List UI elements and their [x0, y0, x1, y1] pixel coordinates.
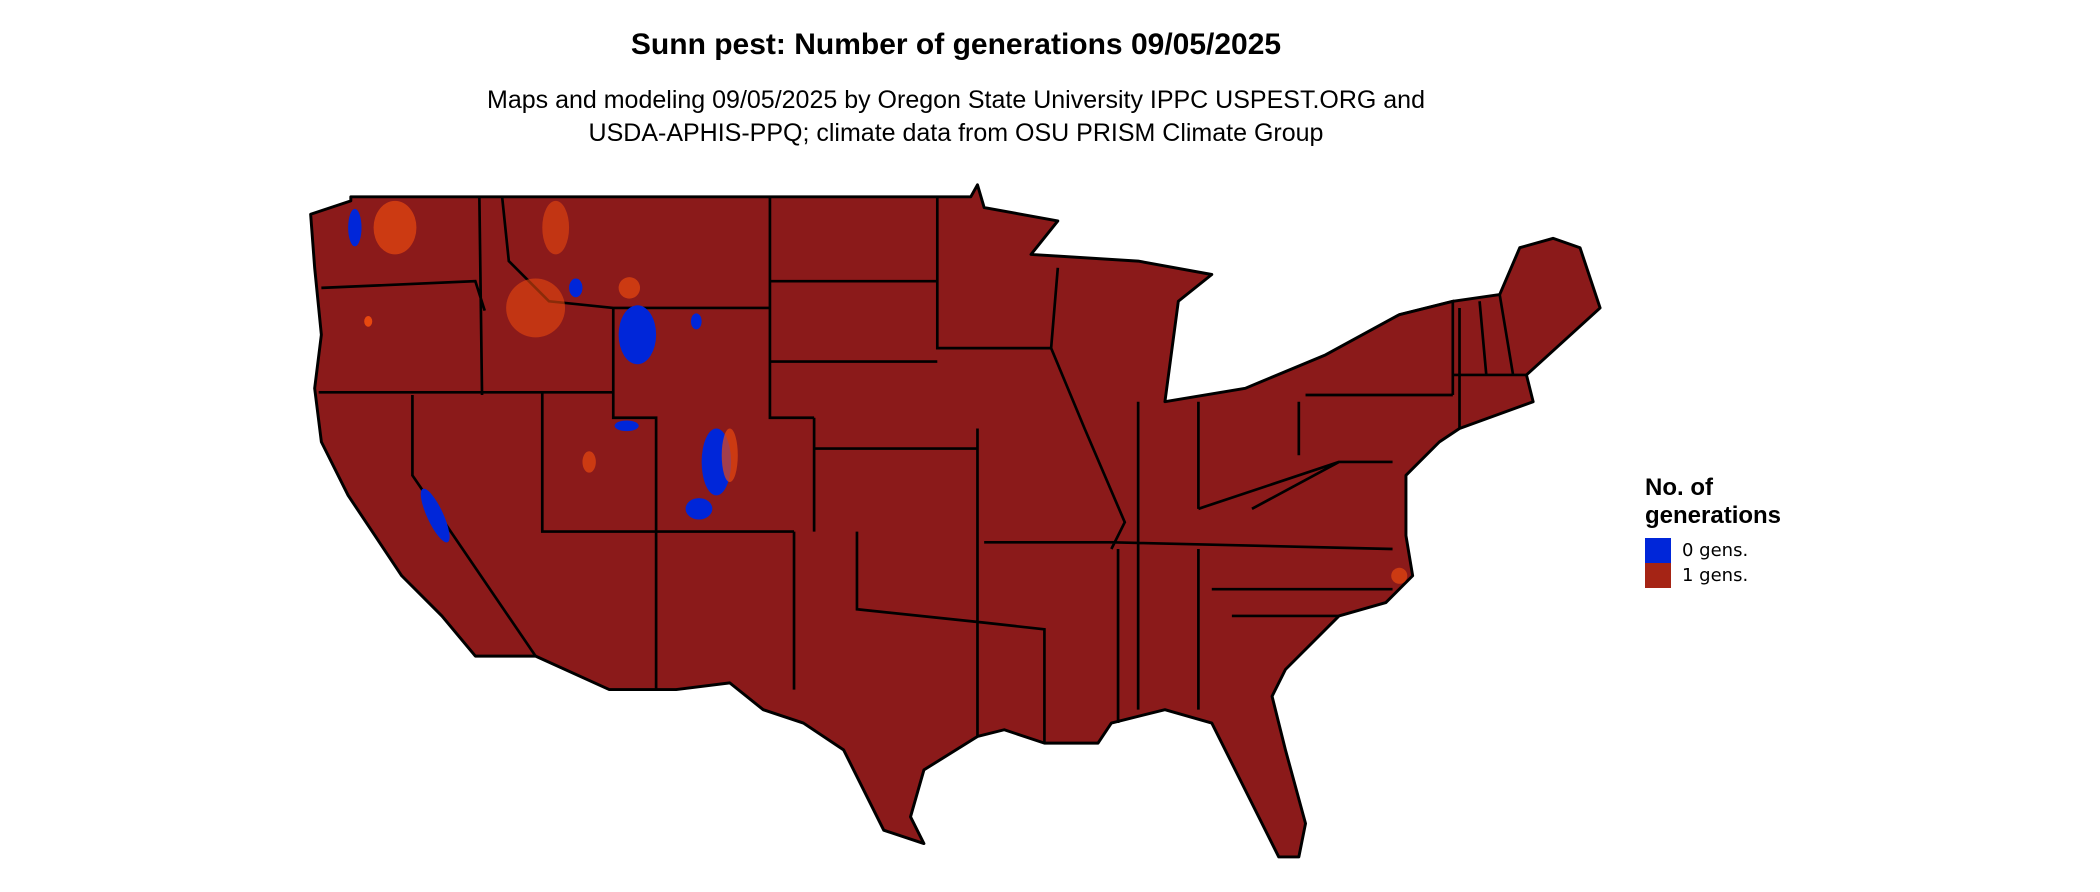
legend-item-0-gens: 0 gens. [1645, 538, 1845, 563]
legend-item-1-gens: 1 gens. [1645, 563, 1845, 588]
legend-swatch-red [1645, 563, 1671, 588]
legend: No. of generations 0 gens. 1 gens. [1645, 474, 1845, 588]
legend-title-line-1: No. of [1645, 474, 1713, 501]
state-borders [318, 196, 1527, 744]
legend-label: 0 gens. [1682, 540, 1749, 561]
legend-title: No. of generations [1645, 474, 1845, 530]
map-subtitle-line-2: USDA-APHIS-PPQ; climate data from OSU PR… [588, 119, 1324, 147]
map-subtitle-line-1: Maps and modeling 09/05/2025 by Oregon S… [487, 86, 1425, 114]
legend-label: 1 gens. [1682, 565, 1749, 586]
legend-title-line-2: generations [1645, 502, 1782, 529]
legend-swatch-blue [1645, 538, 1671, 563]
us-outline [309, 183, 1602, 859]
zero-generation-areas [348, 208, 732, 543]
elevation-specks [364, 200, 1408, 584]
map-title: Sunn pest: Number of generations 09/05/2… [630, 28, 1282, 61]
